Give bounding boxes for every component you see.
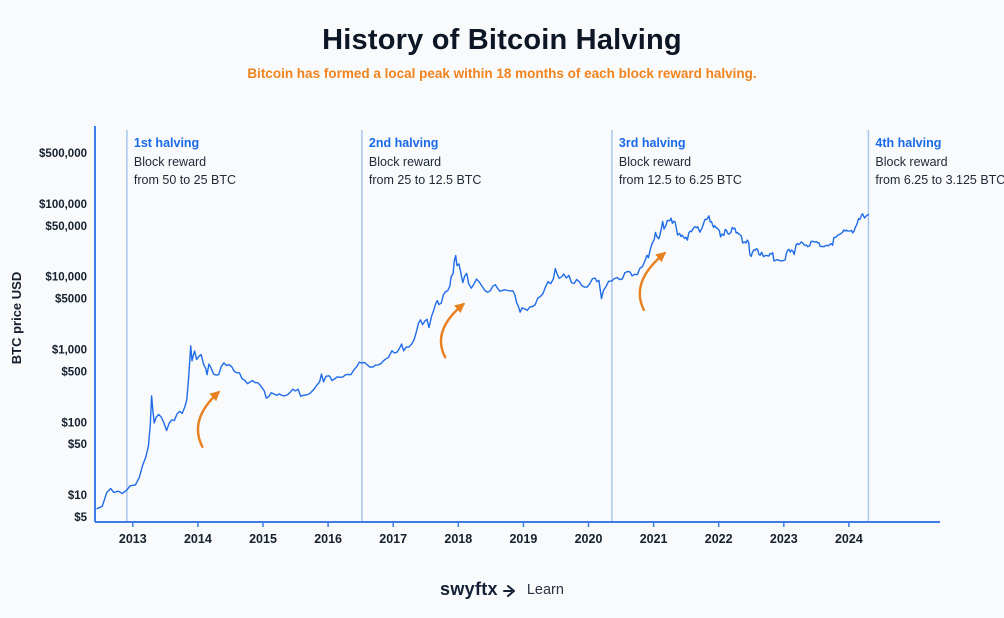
y-axis-tick-label: $50,000 (45, 221, 87, 233)
y-axis-title: BTC price USD (9, 272, 24, 364)
y-axis-tick-label: $10 (68, 490, 87, 502)
y-axis-tick-label: $100 (61, 417, 87, 429)
halving-description-line1: Block reward (369, 155, 441, 169)
learn-label: Learn (526, 581, 564, 598)
x-axis-tick-label: 2020 (575, 532, 603, 546)
y-axis-tick-label: $100,000 (39, 199, 87, 211)
x-axis-tick-label: 2022 (705, 532, 733, 546)
y-axis-tick-label: $50 (68, 439, 87, 451)
halving-title: 2nd halving (369, 136, 438, 150)
btc-price-line (96, 213, 870, 510)
swyftx-arrow-icon (502, 584, 515, 597)
halving-description-line2: from 25 to 12.5 BTC (369, 173, 482, 187)
halving-description-line2: from 50 to 25 BTC (134, 173, 236, 187)
peak-arrows-group (196, 251, 667, 448)
price-line-group (96, 213, 870, 510)
y-axis-tick-label: $5000 (55, 294, 87, 306)
halving-description-line2: from 12.5 to 6.25 BTC (619, 173, 742, 187)
page-subtitle: Bitcoin has formed a local peak within 1… (247, 66, 757, 81)
footer: swyftx Learn (0, 579, 1004, 600)
y-axis-tick-label: $1,000 (52, 345, 87, 357)
y-axis-tick-label: $500,000 (39, 148, 87, 160)
swyftx-logo: swyftx (440, 579, 498, 599)
axis-ticks-group: $500,000 $100,000 $50,000 $10,000 $5000 $1,00… (39, 148, 863, 546)
x-axis-tick-label: 2021 (640, 532, 668, 546)
halving-annotations-group: 1st halving Block reward from 50 to 25 BTC… (134, 136, 1004, 187)
halving-description-line1: Block reward (875, 155, 947, 169)
x-axis-tick-label: 2015 (249, 532, 277, 546)
x-axis-tick-label: 2024 (835, 532, 863, 546)
halving-lines-group (126, 130, 870, 522)
y-axis-tick-label: $10,000 (45, 272, 87, 284)
peak-arrow (638, 251, 667, 312)
halving-description-line1: Block reward (619, 155, 691, 169)
halving-description-line2: from 6.25 to 3.125 BTC (875, 173, 1004, 187)
x-axis-tick-label: 2014 (184, 532, 212, 546)
x-axis-tick-label: 2018 (444, 532, 472, 546)
y-axis-tick-label: $500 (61, 366, 87, 378)
x-axis-tick-label: 2013 (119, 532, 147, 546)
y-axis-tick-label: $5 (74, 512, 87, 524)
header: History of Bitcoin Halving Bitcoin has f… (0, 24, 1004, 81)
halving-title: 4th halving (875, 136, 941, 150)
x-axis-tick-label: 2017 (379, 532, 407, 546)
halving-description-line1: Block reward (134, 155, 206, 169)
halving-title: 1st halving (134, 136, 199, 150)
halving-title: 3rd halving (619, 136, 686, 150)
x-axis-tick-label: 2019 (509, 532, 537, 546)
x-axis-tick-label: 2023 (770, 532, 798, 546)
x-axis-tick-label: 2016 (314, 532, 342, 546)
page-title: History of Bitcoin Halving (322, 24, 682, 56)
peak-arrow (439, 302, 466, 359)
peak-arrow (196, 390, 221, 448)
